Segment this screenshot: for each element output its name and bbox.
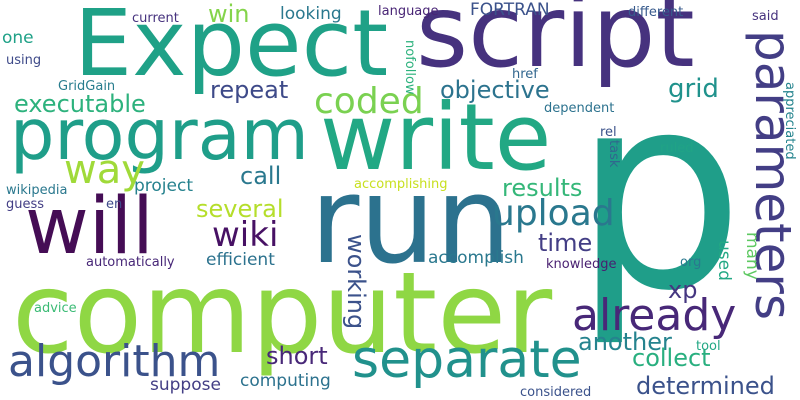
- word: looking: [280, 4, 342, 24]
- word: project: [134, 176, 194, 196]
- word: used: [714, 240, 734, 281]
- word: one: [2, 28, 34, 48]
- word: call: [240, 162, 282, 190]
- word: results: [502, 174, 583, 202]
- word: efficient: [206, 250, 275, 270]
- word: ruled: [660, 141, 694, 156]
- word: collect: [632, 344, 711, 372]
- word: will: [25, 182, 154, 272]
- word: wikipedia: [6, 183, 68, 198]
- word: p: [573, 35, 745, 350]
- word: many: [742, 232, 762, 280]
- word: dependent: [544, 101, 615, 116]
- word: short: [266, 342, 328, 370]
- word: guess: [6, 197, 45, 212]
- word: current: [132, 11, 179, 26]
- word: objective: [440, 76, 550, 104]
- word: coded: [314, 81, 424, 122]
- word: xp: [668, 276, 698, 304]
- word: nofollow: [402, 40, 417, 95]
- word: determined: [636, 372, 775, 400]
- word: win: [208, 0, 250, 28]
- word: separate: [352, 330, 582, 390]
- word: knowledge: [546, 257, 617, 272]
- word: GridGain: [58, 79, 116, 94]
- word: FORTRAN: [470, 0, 550, 20]
- word: time: [538, 229, 593, 257]
- word: considered: [520, 385, 592, 400]
- word: href: [512, 67, 538, 82]
- word: tool: [696, 339, 721, 354]
- word: rel: [600, 125, 617, 140]
- word: said: [752, 9, 779, 24]
- word: Expect: [74, 0, 389, 97]
- word: language: [378, 4, 439, 19]
- word: program: [10, 94, 309, 176]
- word: accomplish: [428, 248, 524, 268]
- word: several: [196, 195, 284, 223]
- word: way: [64, 147, 145, 193]
- word: computing: [240, 371, 331, 391]
- word: different: [628, 5, 684, 20]
- word: appreciated: [782, 82, 797, 160]
- word: executable: [14, 90, 146, 118]
- word: write: [320, 84, 552, 191]
- word: advice: [34, 301, 77, 316]
- word: working: [342, 234, 370, 330]
- word: another: [578, 328, 672, 356]
- word: wiki: [212, 215, 279, 255]
- word: run: [310, 152, 512, 291]
- word: repeat: [210, 76, 289, 104]
- word: suppose: [150, 375, 221, 395]
- word: automatically: [86, 255, 175, 270]
- word: algorithm: [8, 336, 221, 387]
- word: task: [606, 140, 621, 168]
- word: computer: [12, 249, 553, 379]
- word: en: [106, 197, 123, 212]
- word: script: [416, 0, 695, 90]
- word: accomplishing: [354, 177, 448, 192]
- word: using: [6, 53, 42, 68]
- word: already: [572, 290, 737, 341]
- word: org: [680, 255, 702, 270]
- word: grid: [668, 74, 719, 104]
- word: upload: [492, 193, 615, 234]
